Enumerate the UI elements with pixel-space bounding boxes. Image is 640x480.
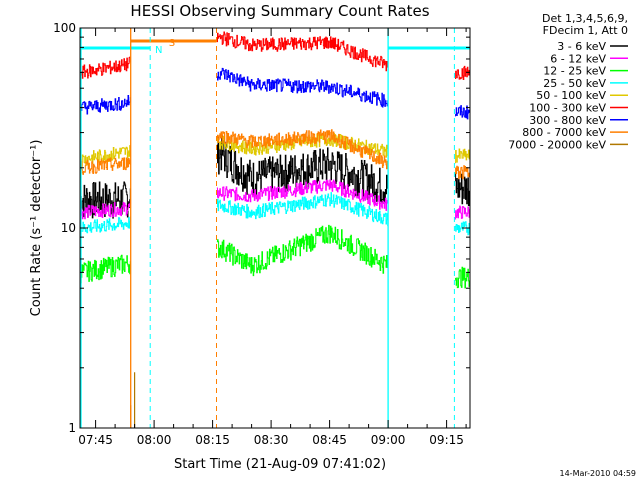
series-3-line [80, 192, 471, 236]
chart-title: HESSI Observing Summary Count Rates [130, 2, 429, 20]
flag-label-1: N [155, 45, 162, 56]
x-axis-label: Start Time (21-Aug-09 07:41:02) [174, 457, 386, 472]
legend-label-0: 3 - 6 keV [557, 40, 606, 53]
x-tick-label-1: 08:00 [137, 433, 172, 447]
y-tick-label-2: 100 [53, 21, 76, 35]
x-tick-label-5: 09:00 [371, 433, 406, 447]
series-7-line [80, 129, 471, 180]
y-axis-label: Count Rate (s⁻¹ detector⁻¹) [29, 140, 44, 317]
x-tick-label-0: 07:45 [78, 433, 113, 447]
y-tick-label-1: 10 [61, 221, 76, 235]
legend-label-2: 12 - 25 keV [543, 65, 606, 78]
legend-label-6: 300 - 800 keV [529, 114, 606, 127]
axes: 07:45 08:00 08:15 08:30 08:45 09:00 09:15 1 10 10… [53, 21, 471, 447]
x-tick-label-2: 08:15 [195, 433, 230, 447]
legend-header-1: FDecim 1, Att 0 [543, 24, 628, 37]
series-1-line [80, 179, 471, 220]
legend-label-5: 100 - 300 keV [529, 102, 606, 115]
legend-label-7: 800 - 7000 keV [522, 126, 606, 139]
legend-label-8: 7000 - 20000 keV [508, 138, 606, 151]
y-tick-label-0: 1 [68, 421, 76, 435]
legend: Det 1,3,4,5,6,9,FDecim 1, Att 0 3 - 6 keV… [508, 12, 628, 151]
series-2-line [80, 224, 471, 289]
flag-label-0: S [169, 38, 175, 49]
plot-area: SN [80, 28, 471, 428]
footer-timestamp: 14-Mar-2010 04:59 [560, 469, 637, 478]
legend-label-3: 25 - 50 keV [543, 77, 606, 90]
legend-label-1: 6 - 12 keV [550, 52, 606, 65]
series-5-line [80, 31, 471, 80]
legend-header-0: Det 1,3,4,5,6,9, [542, 12, 628, 25]
legend-label-4: 50 - 100 keV [536, 89, 606, 102]
series-6-line [80, 67, 471, 120]
x-tick-label-4: 08:45 [312, 433, 347, 447]
x-tick-label-6: 09:15 [429, 433, 464, 447]
x-tick-label-3: 08:30 [254, 433, 289, 447]
